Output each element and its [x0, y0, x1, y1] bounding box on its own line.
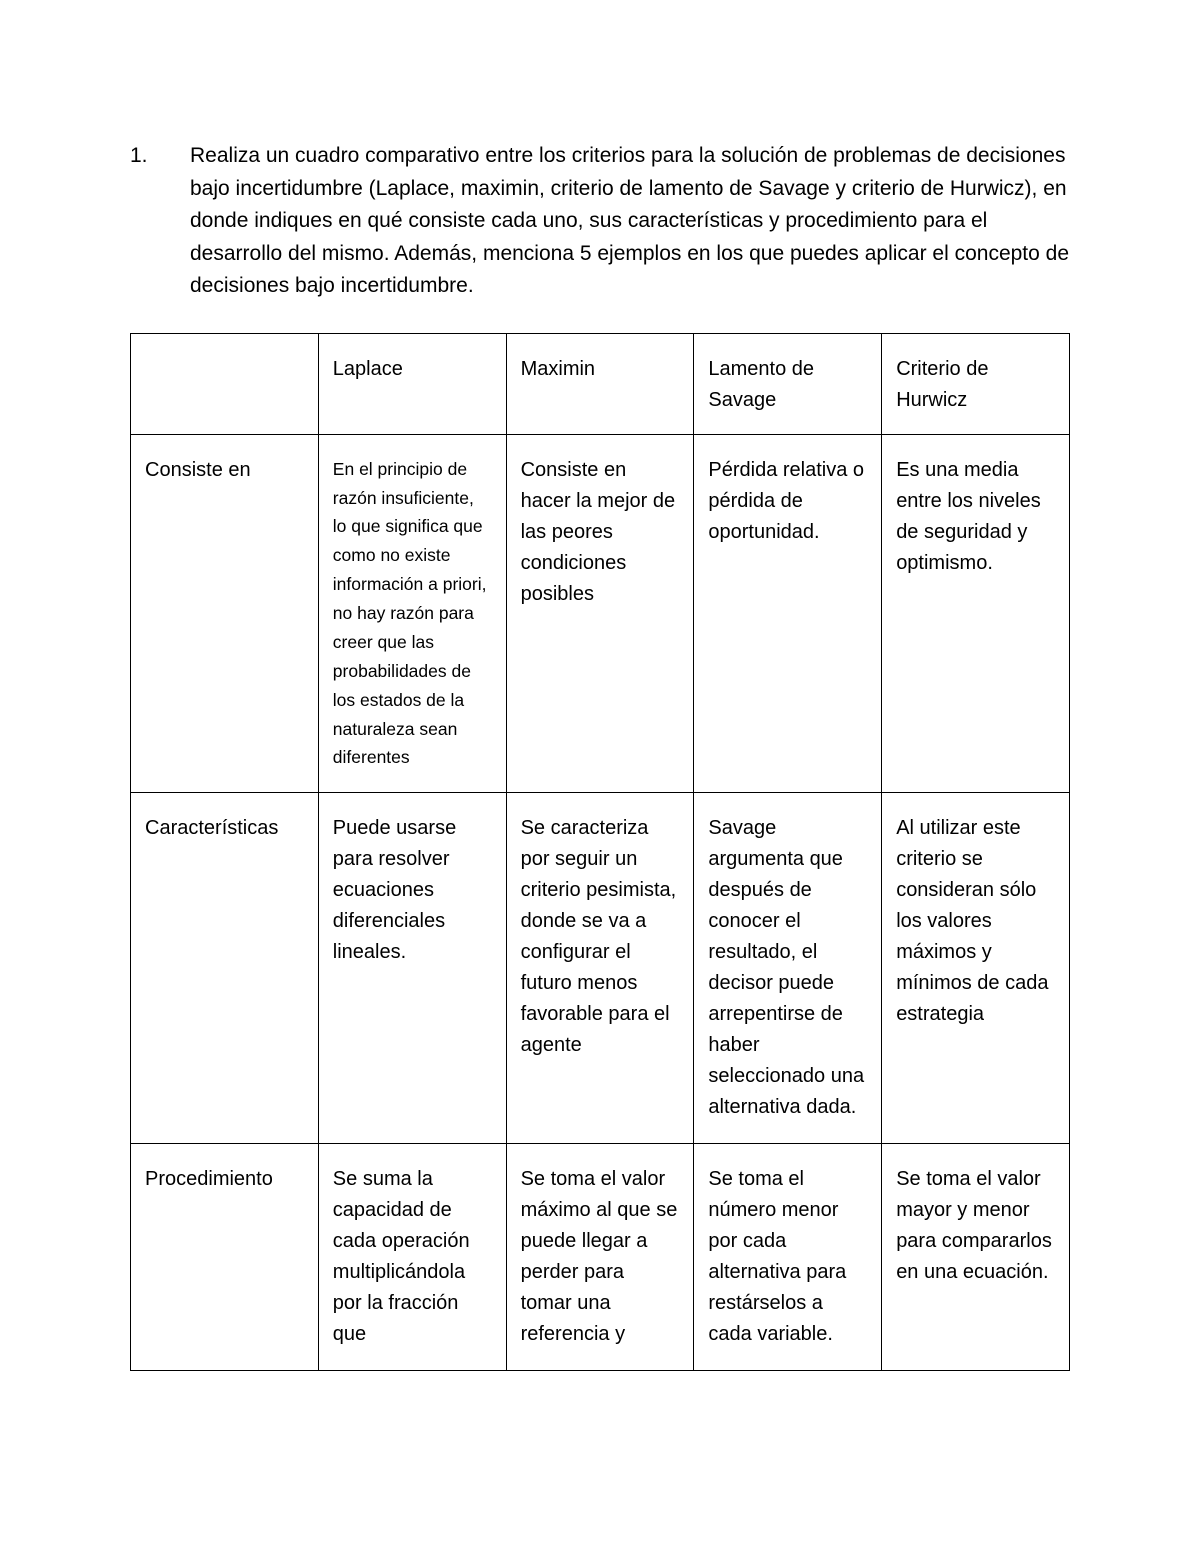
- document-page: 1. Realiza un cuadro comparativo entre l…: [0, 0, 1200, 1553]
- table-row-label: Procedimiento: [131, 1144, 319, 1371]
- table-cell: En el principio de razón insuficiente, l…: [318, 434, 506, 793]
- table-header-cell: Criterio de Hurwicz: [882, 333, 1070, 434]
- table-cell: Savage argumenta que después de conocer …: [694, 793, 882, 1144]
- table-cell: Pérdida relativa o pérdida de oportunida…: [694, 434, 882, 793]
- table-cell: Se toma el número menor por cada alterna…: [694, 1144, 882, 1371]
- table-header-cell: Lamento de Savage: [694, 333, 882, 434]
- comparison-table: Laplace Maximin Lamento de Savage Criter…: [130, 333, 1070, 1372]
- table-row: ProcedimientoSe suma la capacidad de cad…: [131, 1144, 1070, 1371]
- table-row-label: Consiste en: [131, 434, 319, 793]
- table-header-cell: [131, 333, 319, 434]
- table-cell: Se caracteriza por seguir un criterio pe…: [506, 793, 694, 1144]
- table-header-cell: Laplace: [318, 333, 506, 434]
- table-cell: Es una media entre los niveles de seguri…: [882, 434, 1070, 793]
- table-cell: Al utilizar este criterio se consideran …: [882, 793, 1070, 1144]
- table-row: CaracterísticasPuede usarse para resolve…: [131, 793, 1070, 1144]
- table-cell: Se toma el valor mayor y menor para comp…: [882, 1144, 1070, 1371]
- table-body: Consiste enEn el principio de razón insu…: [131, 434, 1070, 1371]
- table-cell: Consiste en hacer la mejor de las peores…: [506, 434, 694, 793]
- table-cell: Se suma la capacidad de cada operación m…: [318, 1144, 506, 1371]
- table-cell: Se toma el valor máximo al que se puede …: [506, 1144, 694, 1371]
- question-text: Realiza un cuadro comparativo entre los …: [190, 140, 1070, 303]
- table-row: Consiste enEn el principio de razón insu…: [131, 434, 1070, 793]
- question-number: 1.: [130, 140, 190, 173]
- table-header-cell: Maximin: [506, 333, 694, 434]
- table-row-label: Características: [131, 793, 319, 1144]
- table-header-row: Laplace Maximin Lamento de Savage Criter…: [131, 333, 1070, 434]
- question-block: 1. Realiza un cuadro comparativo entre l…: [130, 140, 1070, 303]
- table-cell: Puede usarse para resolver ecuaciones di…: [318, 793, 506, 1144]
